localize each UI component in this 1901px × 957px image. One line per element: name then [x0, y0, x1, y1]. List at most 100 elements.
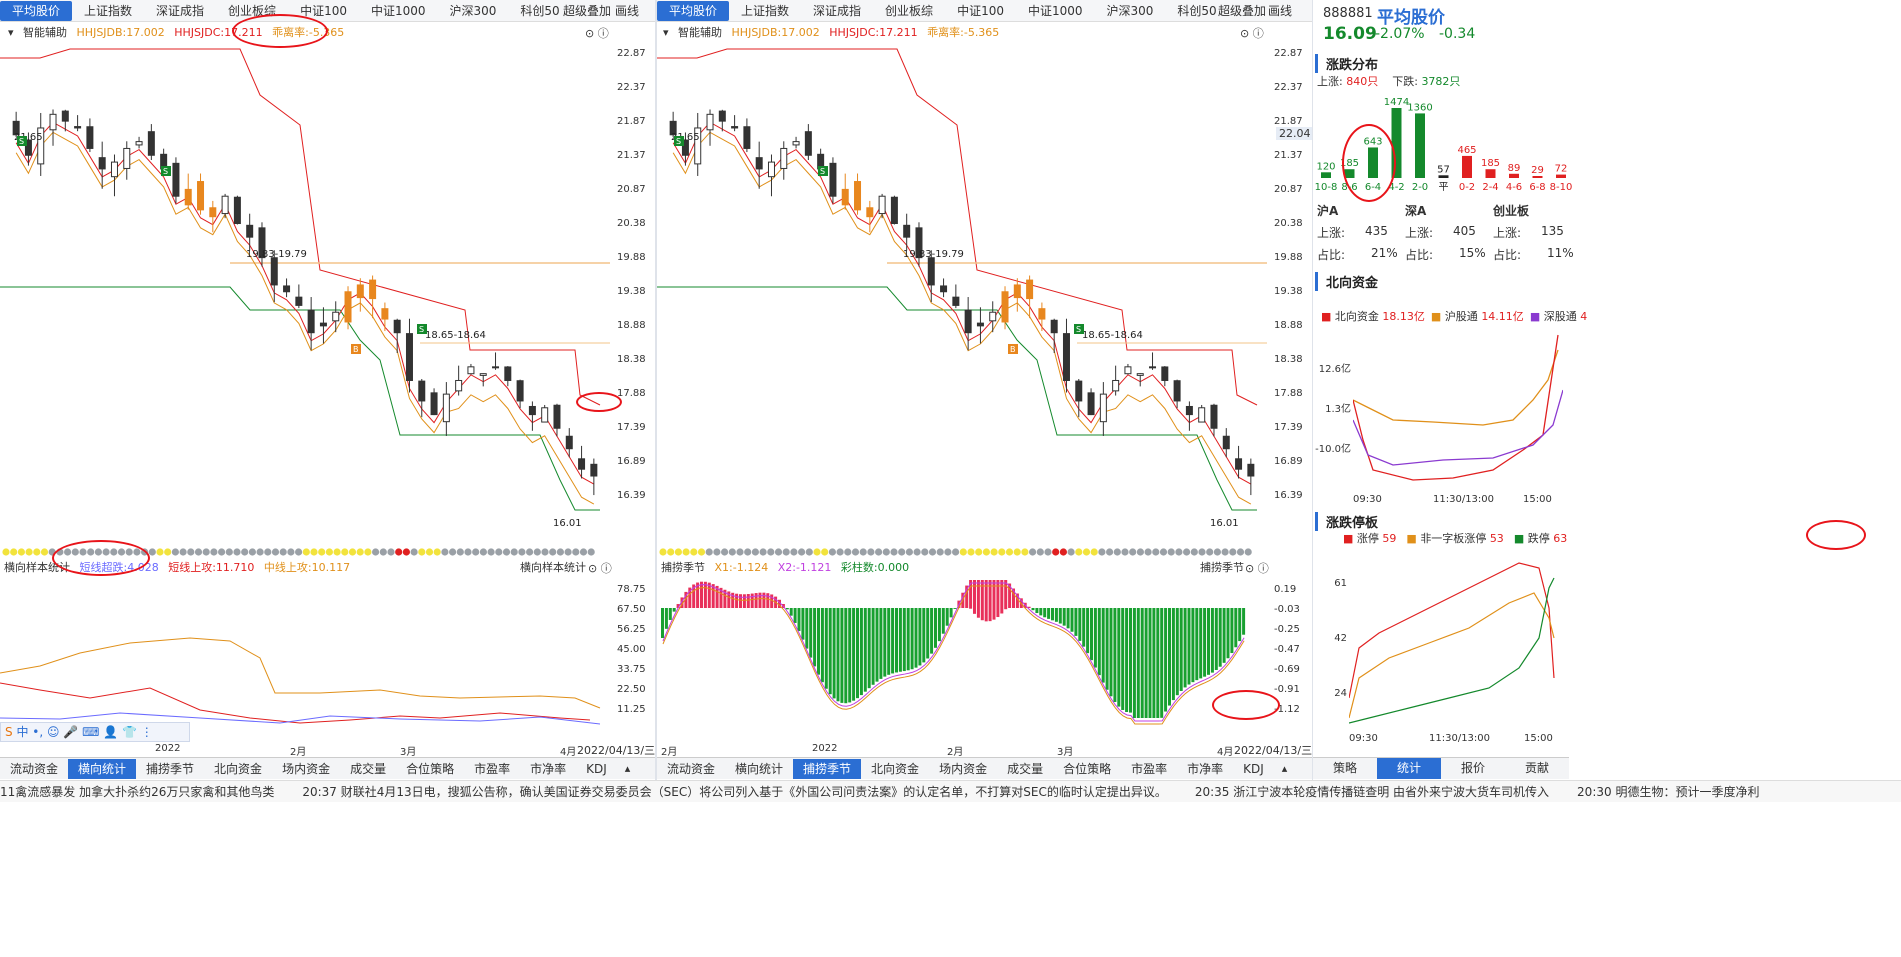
- state-dot: [1198, 548, 1206, 556]
- ticker-item[interactable]: 20:35 浙江宁波本轮疫情传播链查明 由省外来宁波大货车司机传入: [1194, 785, 1550, 799]
- annotation-ellipse: [52, 540, 150, 576]
- state-dot: [1144, 548, 1152, 556]
- bottom-tab-3[interactable]: 北向资金: [871, 761, 920, 776]
- dropdown-icon[interactable]: ▾: [8, 26, 14, 39]
- ticker-item[interactable]: 20:37 财联社4月13日电，搜狐公告称，确认美国证券交易委员会（SEC）将公…: [302, 785, 1167, 799]
- tab-2[interactable]: 深证成指: [813, 3, 862, 18]
- state-dot: [1044, 548, 1052, 556]
- state-dot: [690, 548, 698, 556]
- x1-value: X1:-1.124: [714, 561, 769, 574]
- side-tab-0[interactable]: 策略: [1332, 761, 1357, 775]
- bottom-tab-5[interactable]: 成交量: [1007, 761, 1044, 776]
- state-dot: [682, 548, 690, 556]
- tab-4[interactable]: 中证100: [957, 3, 1004, 18]
- bottom-tab-6[interactable]: 合位策略: [1063, 761, 1112, 776]
- dropdown-icon[interactable]: ▾: [663, 26, 669, 39]
- left-settings-icon[interactable]: ⊙ ⓘ: [585, 27, 609, 40]
- side-tab-1[interactable]: 统计: [1377, 758, 1441, 779]
- bar: [797, 608, 801, 632]
- bottom-tab-0[interactable]: 流动资金: [667, 761, 716, 776]
- tab-7[interactable]: 科创50: [1177, 3, 1217, 18]
- tab-0[interactable]: 平均股价: [657, 0, 730, 21]
- tab-6[interactable]: 沪深300: [449, 3, 497, 18]
- sub-tick: -0.47: [1274, 644, 1300, 655]
- tab-3[interactable]: 创业板综: [885, 3, 934, 18]
- price-tick: 18.38: [617, 354, 646, 365]
- bottom-tab-7[interactable]: 市盈率: [1131, 761, 1168, 776]
- ime-toolbar[interactable]: S 中 •, ☺ 🎤 ⌨ 👤 👕 ⋮: [0, 722, 190, 742]
- bottom-tab-9[interactable]: KDJ: [1243, 761, 1264, 776]
- expand-icon[interactable]: ▴: [624, 762, 631, 775]
- ticker-item[interactable]: 11禽流感暴发 加拿大扑杀约26万只家禽和其他鸟类: [0, 785, 275, 799]
- bottom-tab-1[interactable]: 横向统计: [735, 761, 784, 776]
- left-sub-settings-icon[interactable]: ⊙ ⓘ: [588, 562, 612, 575]
- tab-1[interactable]: 上证指数: [741, 3, 790, 18]
- candle: [854, 181, 862, 211]
- sub-title[interactable]: 横向样本统计: [4, 561, 70, 574]
- bar: [918, 608, 922, 666]
- tab-1[interactable]: 上证指数: [84, 3, 133, 18]
- bottom-tab-2[interactable]: 捕捞季节: [146, 761, 195, 776]
- bar: [707, 582, 711, 608]
- sub-tick: -0.25: [1274, 624, 1300, 635]
- sub-tick: 22.50: [617, 684, 646, 695]
- candle: [12, 120, 20, 136]
- bottom-tab-4[interactable]: 场内资金: [282, 761, 331, 776]
- market-breadth-table: 沪A 上涨: 435 占比: 21% 深A 上涨: 405 占比: 15% 创业板 上涨: 135 占比:…: [1313, 202, 1574, 264]
- left-draw-line[interactable]: 画线: [615, 4, 640, 18]
- candle: [1112, 379, 1120, 392]
- bottom-tab-6[interactable]: 合位策略: [406, 761, 455, 776]
- right-sub-settings-icon[interactable]: ⊙ ⓘ: [1245, 562, 1269, 575]
- bar: [856, 608, 859, 699]
- bar: [859, 608, 863, 696]
- tab-0[interactable]: 平均股价: [0, 0, 73, 21]
- state-dot: [1229, 548, 1237, 556]
- bar: [758, 592, 762, 608]
- tab-4[interactable]: 中证100: [300, 3, 347, 18]
- dist-value: 185: [1481, 158, 1500, 169]
- tab-7[interactable]: 科创50: [520, 3, 560, 18]
- time-tick: 11:30/13:00: [1429, 733, 1491, 744]
- bar: [703, 581, 707, 608]
- indicator-name[interactable]: 智能辅助: [23, 26, 68, 39]
- candle: [755, 157, 763, 170]
- left-super-overlay[interactable]: 超级叠加: [563, 4, 612, 18]
- bottom-tab-5[interactable]: 成交量: [350, 761, 387, 776]
- state-dot: [674, 548, 682, 556]
- tab-2[interactable]: 深证成指: [156, 3, 205, 18]
- news-ticker[interactable]: 11禽流感暴发 加拿大扑杀约26万只家禽和其他鸟类 20:37 财联社4月13日电…: [0, 780, 1901, 802]
- tab-6[interactable]: 沪深300: [1106, 3, 1154, 18]
- candle: [1062, 333, 1070, 381]
- candle: [1161, 366, 1169, 381]
- sub-title[interactable]: 捕捞季节: [661, 561, 705, 574]
- state-dot: [533, 548, 541, 556]
- expand-icon[interactable]: ▴: [1281, 762, 1288, 775]
- right-draw-line[interactable]: 画线: [1268, 4, 1293, 18]
- bar: [1039, 608, 1043, 616]
- state-dot: [502, 548, 511, 556]
- candle: [332, 311, 340, 322]
- ticker-item[interactable]: 20:30 明德生物：预计一季度净利: [1577, 785, 1760, 799]
- bottom-tab-4[interactable]: 场内资金: [939, 761, 988, 776]
- side-tab-3[interactable]: 贡献: [1524, 761, 1549, 775]
- bottom-tab-2[interactable]: 捕捞季节: [793, 758, 862, 779]
- bottom-tab-0[interactable]: 流动资金: [10, 761, 59, 776]
- bottom-tab-1[interactable]: 横向统计: [68, 758, 137, 779]
- bottom-tab-7[interactable]: 市盈率: [474, 761, 511, 776]
- bar: [1113, 608, 1117, 702]
- ime-mode[interactable]: 中: [16, 725, 29, 739]
- tab-5[interactable]: 中证1000: [370, 3, 426, 18]
- bottom-tab-8[interactable]: 市净率: [530, 761, 567, 776]
- bottom-tab-3[interactable]: 北向资金: [214, 761, 263, 776]
- state-dot: [564, 548, 572, 556]
- right-super-overlay[interactable]: 超级叠加: [1218, 4, 1267, 18]
- side-tab-2[interactable]: 报价: [1460, 761, 1485, 775]
- tab-5[interactable]: 中证1000: [1027, 3, 1083, 18]
- indicator-name[interactable]: 智能辅助: [678, 26, 723, 39]
- bar: [1117, 608, 1121, 707]
- state-dot: [936, 548, 944, 556]
- right-settings-icon[interactable]: ⊙ ⓘ: [1240, 27, 1264, 40]
- bottom-tab-9[interactable]: KDJ: [586, 761, 607, 776]
- bottom-tab-8[interactable]: 市净率: [1187, 761, 1224, 776]
- bar: [1074, 608, 1078, 636]
